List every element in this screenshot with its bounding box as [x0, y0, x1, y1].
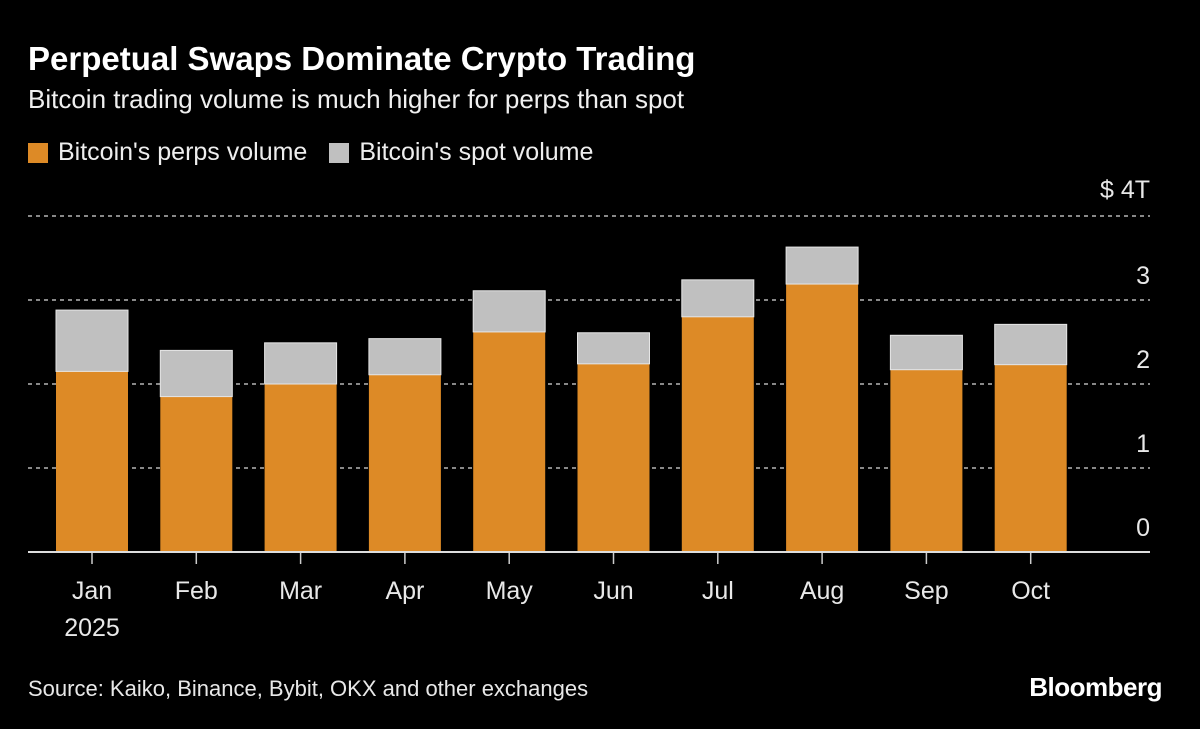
- legend-label-perps: Bitcoin's perps volume: [58, 138, 308, 166]
- bar-perps-feb: [160, 396, 233, 552]
- y-tick-label: $ 4T: [1100, 176, 1150, 204]
- bar-spot-feb: [159, 349, 233, 398]
- bar-perps-aug: [786, 284, 859, 552]
- bar-spot-oct: [994, 323, 1068, 366]
- bloomberg-logo: Bloomberg: [1029, 672, 1162, 702]
- bar-spot-aug: [785, 246, 859, 285]
- source-note: Source: Kaiko, Binance, Bybit, OKX and o…: [28, 676, 589, 701]
- bar-perps-jun: [577, 363, 650, 552]
- bar-perps-sep: [890, 369, 963, 552]
- chart-subtitle: Bitcoin trading volume is much higher fo…: [28, 84, 685, 114]
- bar-spot-jul: [681, 279, 755, 318]
- bar-perps-apr: [368, 374, 441, 552]
- legend-item-perps: Bitcoin's perps volume: [28, 138, 307, 167]
- bar-spot-mar: [264, 342, 338, 385]
- bar-spot-sep: [889, 334, 963, 371]
- legend-swatch-perps: [28, 142, 48, 163]
- x-tick-label: Feb: [175, 577, 218, 605]
- y-tick-label: 2: [1136, 346, 1150, 374]
- bar-perps-jul: [681, 316, 754, 552]
- legend-item-spot: Bitcoin's spot volume: [329, 138, 593, 167]
- bar-spot-apr: [368, 338, 442, 376]
- bar-spot-jun: [577, 332, 650, 365]
- chart-title: Perpetual Swaps Dominate Crypto Trading: [28, 40, 696, 77]
- bar-perps-may: [473, 331, 546, 552]
- x-tick-label: Mar: [279, 577, 322, 605]
- bar-perps-oct: [994, 364, 1067, 552]
- bar-spot-jan: [55, 309, 129, 372]
- x-tick-label: May: [486, 577, 534, 605]
- x-tick-label: Aug: [800, 577, 844, 605]
- legend-label-spot: Bitcoin's spot volume: [359, 138, 594, 166]
- y-tick-label: 1: [1136, 430, 1150, 458]
- bar-perps-mar: [264, 384, 337, 552]
- x-tick-label: Jun: [593, 577, 633, 605]
- bar-spot-may: [472, 290, 546, 333]
- legend: Bitcoin's perps volume Bitcoin's spot vo…: [28, 138, 593, 167]
- y-tick-label: 0: [1136, 514, 1150, 542]
- x-tick-label: Apr: [385, 577, 424, 605]
- x-year-label: 2025: [64, 614, 120, 642]
- x-tick-label: Jul: [702, 577, 734, 605]
- x-tick-label: Oct: [1011, 577, 1050, 605]
- legend-swatch-spot: [329, 142, 350, 163]
- bar-perps-jan: [56, 371, 128, 552]
- y-tick-label: 3: [1136, 262, 1150, 290]
- x-tick-label: Jan: [72, 577, 112, 605]
- x-tick-label: Sep: [904, 577, 948, 605]
